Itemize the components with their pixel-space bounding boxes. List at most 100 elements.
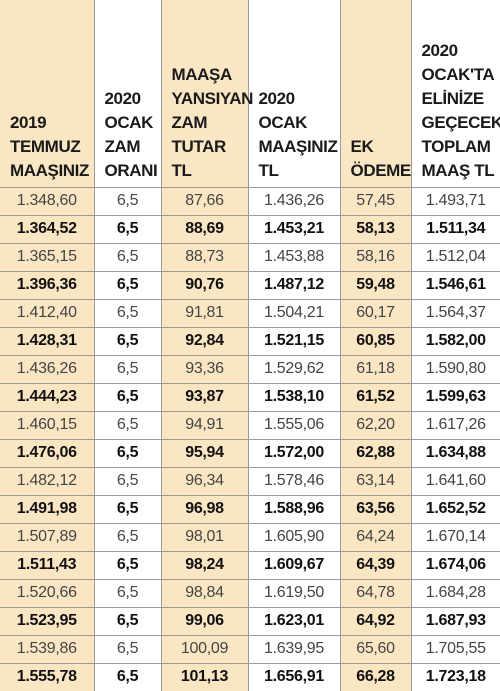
cell-extra-payment: 60,17 [340,299,412,328]
header-jan-2020-salary: 2020 OCAK MAAŞINIZ TL [248,0,341,188]
cell-jan-2020-salary: 1.453,21 [248,215,341,244]
cell-july-2019-salary: 1.348,60 [0,187,95,216]
cell-july-2019-salary: 1.491,98 [0,495,95,524]
table-row: 1.511,43 6,5 98,24 1.609,67 64,39 1.674,06 [0,551,500,580]
cell-total-salary: 1.674,06 [411,551,500,580]
header-row: 2019 TEMMUZ MAAŞINIZ 2020 OCAK ZAM ORANI… [0,0,500,188]
cell-raise-amount: 98,01 [161,523,249,552]
cell-jan-2020-salary: 1.436,26 [248,187,341,216]
cell-raise-rate: 6,5 [94,383,162,412]
table-row: 1.539,86 6,5 100,09 1.639,95 65,60 1.705,55 [0,635,500,664]
cell-raise-amount: 90,76 [161,271,249,300]
cell-july-2019-salary: 1.460,15 [0,411,95,440]
cell-july-2019-salary: 1.444,23 [0,383,95,412]
cell-total-salary: 1.705,55 [411,635,500,664]
cell-extra-payment: 61,52 [340,383,412,412]
cell-total-salary: 1.590,80 [411,355,500,384]
cell-raise-amount: 101,13 [161,663,249,691]
cell-raise-amount: 95,94 [161,439,249,468]
cell-raise-rate: 6,5 [94,495,162,524]
table-row: 1.460,15 6,5 94,91 1.555,06 62,20 1.617,26 [0,411,500,440]
cell-july-2019-salary: 1.428,31 [0,327,95,356]
table-row: 1.412,40 6,5 91,81 1.504,21 60,17 1.564,37 [0,299,500,328]
cell-july-2019-salary: 1.365,15 [0,243,95,272]
cell-raise-amount: 96,98 [161,495,249,524]
cell-july-2019-salary: 1.511,43 [0,551,95,580]
cell-extra-payment: 64,78 [340,579,412,608]
cell-total-salary: 1.652,52 [411,495,500,524]
cell-extra-payment: 59,48 [340,271,412,300]
cell-total-salary: 1.582,00 [411,327,500,356]
cell-raise-amount: 99,06 [161,607,249,636]
cell-extra-payment: 60,85 [340,327,412,356]
table-row: 1.520,66 6,5 98,84 1.619,50 64,78 1.684,28 [0,579,500,608]
cell-raise-amount: 93,87 [161,383,249,412]
table-row: 1.396,36 6,5 90,76 1.487,12 59,48 1.546,61 [0,271,500,300]
cell-jan-2020-salary: 1.487,12 [248,271,341,300]
cell-total-salary: 1.670,14 [411,523,500,552]
cell-total-salary: 1.684,28 [411,579,500,608]
cell-raise-amount: 98,84 [161,579,249,608]
cell-extra-payment: 62,88 [340,439,412,468]
table-row: 1.348,60 6,5 87,66 1.436,26 57,45 1.493,71 [0,187,500,216]
cell-raise-rate: 6,5 [94,411,162,440]
cell-july-2019-salary: 1.507,89 [0,523,95,552]
cell-raise-amount: 88,73 [161,243,249,272]
cell-raise-rate: 6,5 [94,523,162,552]
cell-raise-rate: 6,5 [94,299,162,328]
cell-jan-2020-salary: 1.555,06 [248,411,341,440]
cell-jan-2020-salary: 1.572,00 [248,439,341,468]
cell-jan-2020-salary: 1.521,15 [248,327,341,356]
cell-raise-rate: 6,5 [94,327,162,356]
cell-july-2019-salary: 1.364,52 [0,215,95,244]
header-raise-amount: MAAŞA YANSIYAN ZAM TUTAR TL [161,0,253,188]
cell-jan-2020-salary: 1.609,67 [248,551,341,580]
table-row: 1.436,26 6,5 93,36 1.529,62 61,18 1.590,80 [0,355,500,384]
table-row: 1.365,15 6,5 88,73 1.453,88 58,16 1.512,04 [0,243,500,272]
cell-jan-2020-salary: 1.504,21 [248,299,341,328]
cell-extra-payment: 57,45 [340,187,412,216]
table-row: 1.364,52 6,5 88,69 1.453,21 58,13 1.511,34 [0,215,500,244]
cell-july-2019-salary: 1.476,06 [0,439,95,468]
header-jan-2020-raise-rate: 2020 OCAK ZAM ORANI [94,0,162,188]
table-row: 1.444,23 6,5 93,87 1.538,10 61,52 1.599,63 [0,383,500,412]
cell-jan-2020-salary: 1.529,62 [248,355,341,384]
table-row: 1.476,06 6,5 95,94 1.572,00 62,88 1.634,88 [0,439,500,468]
header-total-net-salary: 2020 OCAK'TA ELİNİZE GEÇECEK TOPLAM MAAŞ… [411,0,500,188]
cell-raise-rate: 6,5 [94,635,162,664]
cell-raise-amount: 94,91 [161,411,249,440]
cell-july-2019-salary: 1.482,12 [0,467,95,496]
cell-raise-rate: 6,5 [94,215,162,244]
cell-jan-2020-salary: 1.619,50 [248,579,341,608]
cell-july-2019-salary: 1.412,40 [0,299,95,328]
header-extra-payment: EK ÖDEME [340,0,412,188]
cell-raise-rate: 6,5 [94,243,162,272]
cell-raise-amount: 93,36 [161,355,249,384]
cell-jan-2020-salary: 1.639,95 [248,635,341,664]
cell-extra-payment: 64,92 [340,607,412,636]
cell-raise-rate: 6,5 [94,467,162,496]
cell-raise-amount: 96,34 [161,467,249,496]
cell-total-salary: 1.511,34 [411,215,500,244]
cell-raise-rate: 6,5 [94,663,162,691]
cell-raise-rate: 6,5 [94,607,162,636]
cell-july-2019-salary: 1.555,78 [0,663,95,691]
cell-total-salary: 1.723,18 [425,668,486,685]
table-row: 1.482,12 6,5 96,34 1.578,46 63,14 1.641,60 [0,467,500,496]
cell-total-salary: 1.617,26 [411,411,500,440]
cell-extra-payment: 58,13 [340,215,412,244]
cell-july-2019-salary: 1.396,36 [0,271,95,300]
cell-raise-rate: 6,5 [94,187,162,216]
cell-extra-payment: 66,28 [340,663,412,691]
cell-extra-payment: 63,14 [340,467,412,496]
cell-jan-2020-salary: 1.623,01 [248,607,341,636]
cell-total-salary: 1.493,71 [411,187,500,216]
cell-extra-payment: 62,20 [340,411,412,440]
header-july-2019-salary: 2019 TEMMUZ MAAŞINIZ [0,0,95,188]
cell-total-salary: 1.641,60 [411,467,500,496]
cell-total-salary: 1.634,88 [411,439,500,468]
cell-raise-amount: 92,84 [161,327,249,356]
cell-extra-payment: 63,56 [340,495,412,524]
cell-july-2019-salary: 1.436,26 [0,355,95,384]
